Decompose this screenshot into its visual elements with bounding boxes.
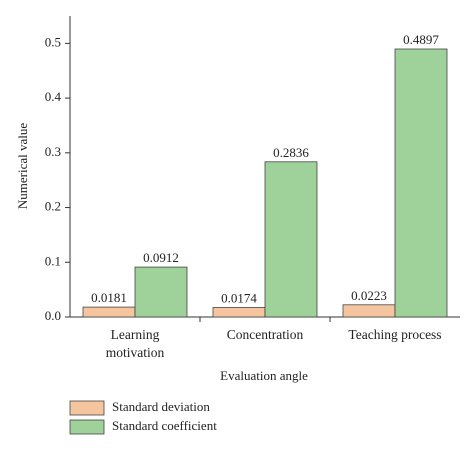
y-axis-label: Numerical value	[15, 123, 30, 209]
value-label: 0.2836	[273, 145, 309, 160]
y-tick-label: 0.5	[45, 34, 61, 49]
value-label: 0.4897	[403, 32, 439, 47]
bar	[264, 161, 318, 318]
bar	[342, 304, 396, 318]
legend-swatch	[69, 400, 105, 416]
legend-label: Standard deviation	[112, 399, 210, 414]
x-tick-label: Learning motivation	[105, 327, 165, 360]
y-tick-label: 0.4	[45, 89, 62, 104]
value-label: 0.0912	[143, 250, 179, 265]
x-axis-label: Evaluation angle	[220, 368, 308, 383]
y-tick-label: 0.3	[45, 144, 61, 159]
bar	[394, 48, 448, 318]
value-label: 0.0174	[221, 290, 257, 305]
x-tick-label: Concentration	[226, 327, 304, 342]
bar	[82, 306, 136, 318]
y-tick-label: 0.1	[45, 253, 61, 268]
y-tick-label: 0.2	[45, 199, 61, 214]
value-label: 0.0223	[351, 288, 387, 303]
y-tick-label: 0.0	[45, 308, 61, 323]
value-label: 0.0181	[91, 290, 127, 305]
legend-swatch	[69, 419, 105, 435]
legend-label: Standard coefficient	[112, 418, 217, 433]
x-tick-label: Teaching process	[348, 327, 442, 342]
bar	[134, 266, 188, 318]
bar	[212, 307, 266, 318]
